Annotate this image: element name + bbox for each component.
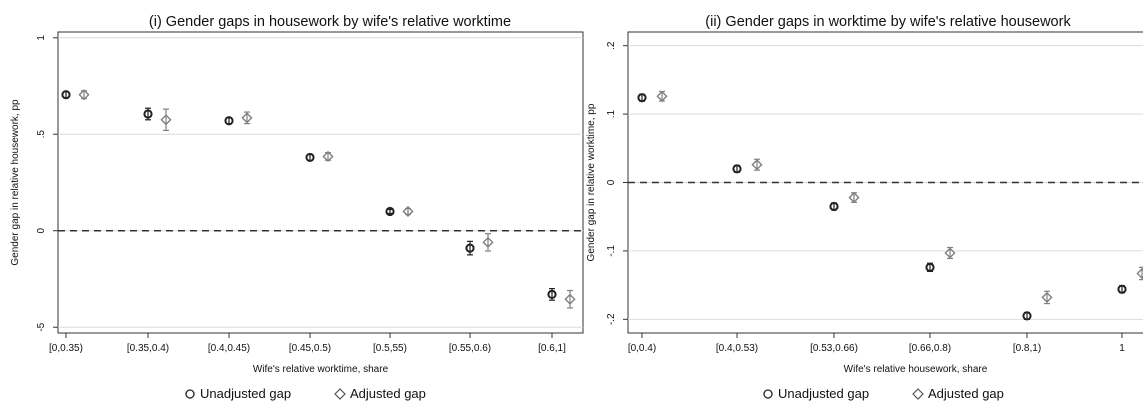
- data-point-diamond: [160, 114, 172, 126]
- panel-2: (ii) Gender gaps in worktime by wife's r…: [586, 14, 1143, 401]
- y-tick-label: 0: [36, 228, 47, 234]
- y-tick-label: -5: [36, 322, 47, 331]
- data-point-circle: [637, 93, 647, 103]
- x-tick-label: [0.55,0.6): [449, 343, 491, 354]
- legend-diamond-icon: [334, 388, 346, 400]
- data-point-circle: [224, 116, 234, 126]
- y-tick-label: 0: [606, 179, 617, 185]
- x-tick-label: [0.4,0.53): [716, 343, 758, 354]
- series-adjusted: [78, 89, 576, 309]
- x-tick-label: [0.4,0.45): [208, 343, 250, 354]
- data-point-diamond: [848, 191, 860, 204]
- y-tick-label: -.2: [606, 313, 617, 325]
- data-point-circle: [1022, 311, 1032, 321]
- legend-label-unadjusted: Unadjusted gap: [778, 386, 869, 401]
- series-adjusted: [656, 90, 1143, 305]
- data-point-diamond: [564, 293, 576, 305]
- x-tick-label: [0,0.4): [628, 343, 656, 354]
- data-point-circle: [61, 90, 71, 100]
- legend-diamond-icon: [912, 388, 924, 400]
- x-tick-label: [0.35,0.4): [127, 343, 169, 354]
- data-point-circle: [465, 243, 475, 253]
- data-point-circle: [385, 206, 395, 217]
- data-point-diamond: [322, 150, 334, 163]
- data-point-circle: [143, 109, 153, 119]
- y-tick-label: .2: [606, 41, 617, 50]
- data-point-circle: [305, 152, 315, 163]
- panel-1: (i) Gender gaps in housework by wife's r…: [10, 14, 584, 401]
- data-point-diamond: [1136, 267, 1143, 280]
- x-tick-label: 1: [1119, 343, 1125, 354]
- x-tick-label: [0,0.35): [49, 343, 83, 354]
- data-point-diamond: [656, 90, 668, 102]
- legend: Unadjusted gap Adjusted gap: [185, 386, 426, 401]
- y-axis-label: Gender gap in relative housework, pp: [10, 99, 21, 266]
- data-point-diamond: [944, 247, 956, 259]
- y-axis-label: Gender gap in relative worktime, pp: [586, 103, 597, 261]
- chart-title: (i) Gender gaps in housework by wife's r…: [149, 14, 511, 30]
- plot-frame: [57, 31, 584, 334]
- data-point-diamond: [402, 205, 414, 218]
- y-tick-label: .5: [36, 130, 47, 139]
- chart-title: (ii) Gender gaps in worktime by wife's r…: [705, 14, 1071, 30]
- legend-circle-icon: [185, 389, 195, 399]
- data-point-diamond: [482, 236, 494, 248]
- series-unadjusted: [637, 93, 1127, 321]
- data-point-diamond: [1041, 291, 1053, 304]
- data-point-diamond: [241, 112, 253, 124]
- x-tick-label: [0.8,1): [1013, 343, 1041, 354]
- data-point-diamond: [78, 89, 90, 101]
- data-point-circle: [1117, 284, 1127, 294]
- data-point-circle: [732, 164, 742, 174]
- legend-label-unadjusted: Unadjusted gap: [200, 386, 291, 401]
- y-tick-label: -.1: [606, 245, 617, 257]
- series-unadjusted: [61, 90, 557, 301]
- x-tick-label: [0.45,0.5): [289, 343, 331, 354]
- data-point-circle: [925, 262, 935, 272]
- data-point-circle: [547, 289, 557, 300]
- x-tick-label: [0.66,0.8): [909, 343, 951, 354]
- x-tick-label: [0.6,1]: [538, 343, 566, 354]
- y-tick-label: 1: [36, 35, 47, 41]
- legend: Unadjusted gap Adjusted gap: [763, 386, 1004, 401]
- data-point-circle: [829, 201, 839, 212]
- y-tick-label: .1: [606, 109, 617, 118]
- x-tick-label: [0.53,0.66): [810, 343, 858, 354]
- data-point-diamond: [751, 159, 763, 171]
- x-axis-label: Wife's relative worktime, share: [253, 364, 389, 375]
- x-tick-label: [0.5,55): [373, 343, 407, 354]
- x-axis-label: Wife's relative housework, share: [844, 364, 988, 375]
- legend-circle-icon: [763, 389, 773, 399]
- legend-label-adjusted: Adjusted gap: [928, 386, 1004, 401]
- legend-label-adjusted: Adjusted gap: [350, 386, 426, 401]
